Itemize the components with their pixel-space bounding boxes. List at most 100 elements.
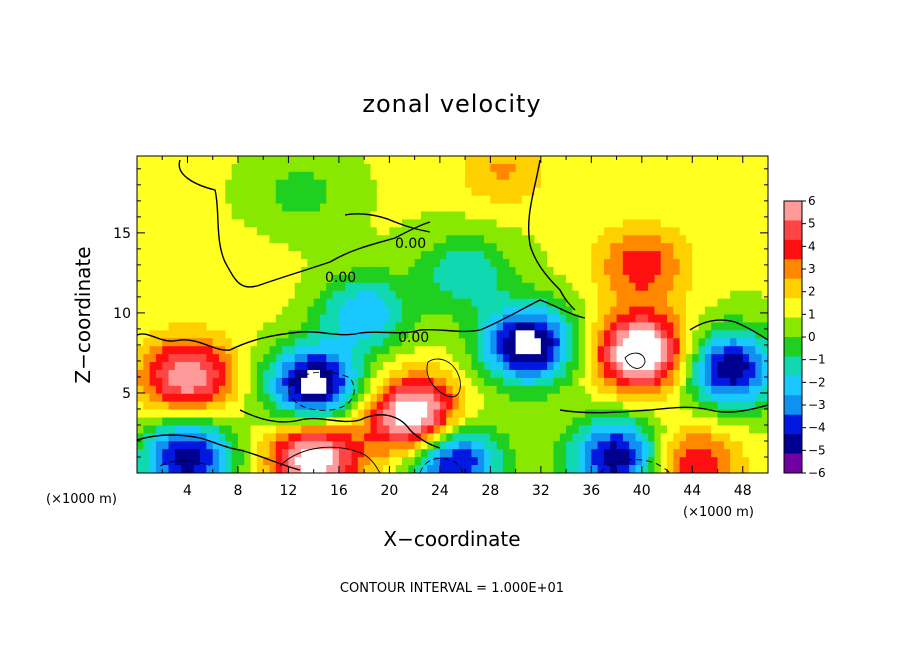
heatmap-cell: [629, 282, 637, 292]
heatmap-cell: [730, 314, 738, 324]
heatmap-cell: [622, 330, 630, 339]
heatmap-cell: [540, 171, 548, 181]
heatmap-cell: [471, 314, 479, 324]
heatmap-cell: [364, 171, 372, 181]
heatmap-cell: [704, 179, 712, 189]
heatmap-cell: [338, 338, 346, 347]
heatmap-cell: [319, 195, 327, 205]
heatmap-cell: [490, 409, 498, 419]
heatmap-cell: [155, 290, 163, 300]
heatmap-cell: [326, 401, 334, 411]
heatmap-cell: [420, 377, 428, 387]
heatmap-cell: [275, 362, 283, 371]
heatmap-cell: [307, 322, 315, 331]
heatmap-cell: [376, 163, 384, 173]
heatmap-cell: [528, 187, 536, 197]
heatmap-cell: [263, 282, 271, 292]
heatmap-cell: [635, 354, 643, 363]
heatmap-cell: [597, 409, 605, 419]
heatmap-cell: [667, 330, 674, 339]
heatmap-cell: [181, 163, 189, 173]
heatmap-cell: [149, 385, 157, 395]
heatmap-cell: [578, 433, 586, 442]
heatmap-cell: [502, 282, 510, 292]
heatmap-cell: [275, 195, 283, 205]
heatmap-cell: [673, 298, 681, 308]
heatmap-cell: [667, 354, 674, 363]
heatmap-cell: [761, 465, 768, 473]
heatmap-cell: [566, 362, 573, 371]
heatmap-cell: [351, 449, 359, 458]
heatmap-cell: [471, 195, 479, 205]
heatmap-cell: [761, 259, 768, 268]
heatmap-cell: [761, 425, 768, 434]
heatmap-cell: [496, 401, 504, 411]
heatmap-cell: [471, 393, 479, 403]
heatmap-cell: [351, 211, 359, 220]
heatmap-cell: [730, 457, 738, 466]
heatmap-cell: [610, 156, 618, 165]
heatmap-cell: [332, 457, 340, 466]
heatmap-cell: [313, 211, 321, 220]
heatmap-cell: [319, 211, 327, 220]
heatmap-cell: [162, 409, 170, 419]
heatmap-cell: [679, 385, 687, 395]
heatmap-cell: [660, 156, 668, 165]
heatmap-cell: [496, 385, 504, 395]
heatmap-cell: [364, 314, 372, 324]
heatmap-cell: [427, 306, 435, 316]
heatmap-cell: [553, 171, 561, 181]
heatmap-cell: [212, 441, 220, 450]
heatmap-cell: [679, 369, 687, 379]
heatmap-cell: [749, 401, 756, 411]
heatmap-cell: [616, 266, 624, 276]
heatmap-cell: [200, 393, 208, 403]
heatmap-cell: [219, 362, 226, 371]
heatmap-cell: [319, 259, 327, 268]
heatmap-cell: [685, 401, 693, 411]
heatmap-cell: [282, 266, 290, 276]
heatmap-cell: [553, 425, 561, 434]
heatmap-cell: [168, 362, 176, 371]
heatmap-cell: [307, 362, 315, 371]
heatmap-cell: [187, 298, 195, 308]
heatmap-cell: [212, 298, 220, 308]
heatmap-cell: [414, 346, 422, 355]
heatmap-cell: [174, 251, 182, 260]
heatmap-cell: [162, 171, 170, 181]
heatmap-cell: [376, 441, 384, 450]
heatmap-cell: [206, 266, 214, 276]
heatmap-cell: [408, 369, 416, 379]
heatmap-cell: [427, 203, 435, 213]
heatmap-cell: [477, 354, 485, 363]
heatmap-cell: [319, 322, 327, 331]
heatmap-cell: [465, 282, 473, 292]
heatmap-cell: [427, 417, 435, 427]
heatmap-cell: [673, 171, 681, 181]
heatmap-cell: [294, 425, 302, 434]
heatmap-cell: [496, 377, 504, 387]
heatmap-cell: [200, 346, 208, 355]
heatmap-cell: [200, 314, 208, 324]
heatmap-cell: [351, 354, 359, 363]
heatmap-cell: [603, 425, 611, 434]
heatmap-cell: [591, 195, 599, 205]
heatmap-cell: [206, 354, 214, 363]
heatmap-cell: [376, 171, 384, 181]
heatmap-cell: [402, 195, 409, 205]
heatmap-cell: [137, 163, 144, 173]
heatmap-cell: [654, 377, 662, 387]
heatmap-cell: [212, 219, 220, 228]
heatmap-cell: [250, 290, 258, 300]
heatmap-cell: [755, 219, 763, 228]
heatmap-cell: [446, 346, 454, 355]
heatmap-cell: [282, 369, 290, 379]
heatmap-cell: [389, 306, 397, 316]
heatmap-cell: [420, 465, 428, 473]
heatmap-cell: [723, 425, 731, 434]
heatmap-cell: [200, 433, 208, 442]
heatmap-cell: [547, 417, 555, 427]
heatmap-cell: [452, 203, 460, 213]
heatmap-cell: [730, 203, 738, 213]
heatmap-cell: [414, 298, 422, 308]
